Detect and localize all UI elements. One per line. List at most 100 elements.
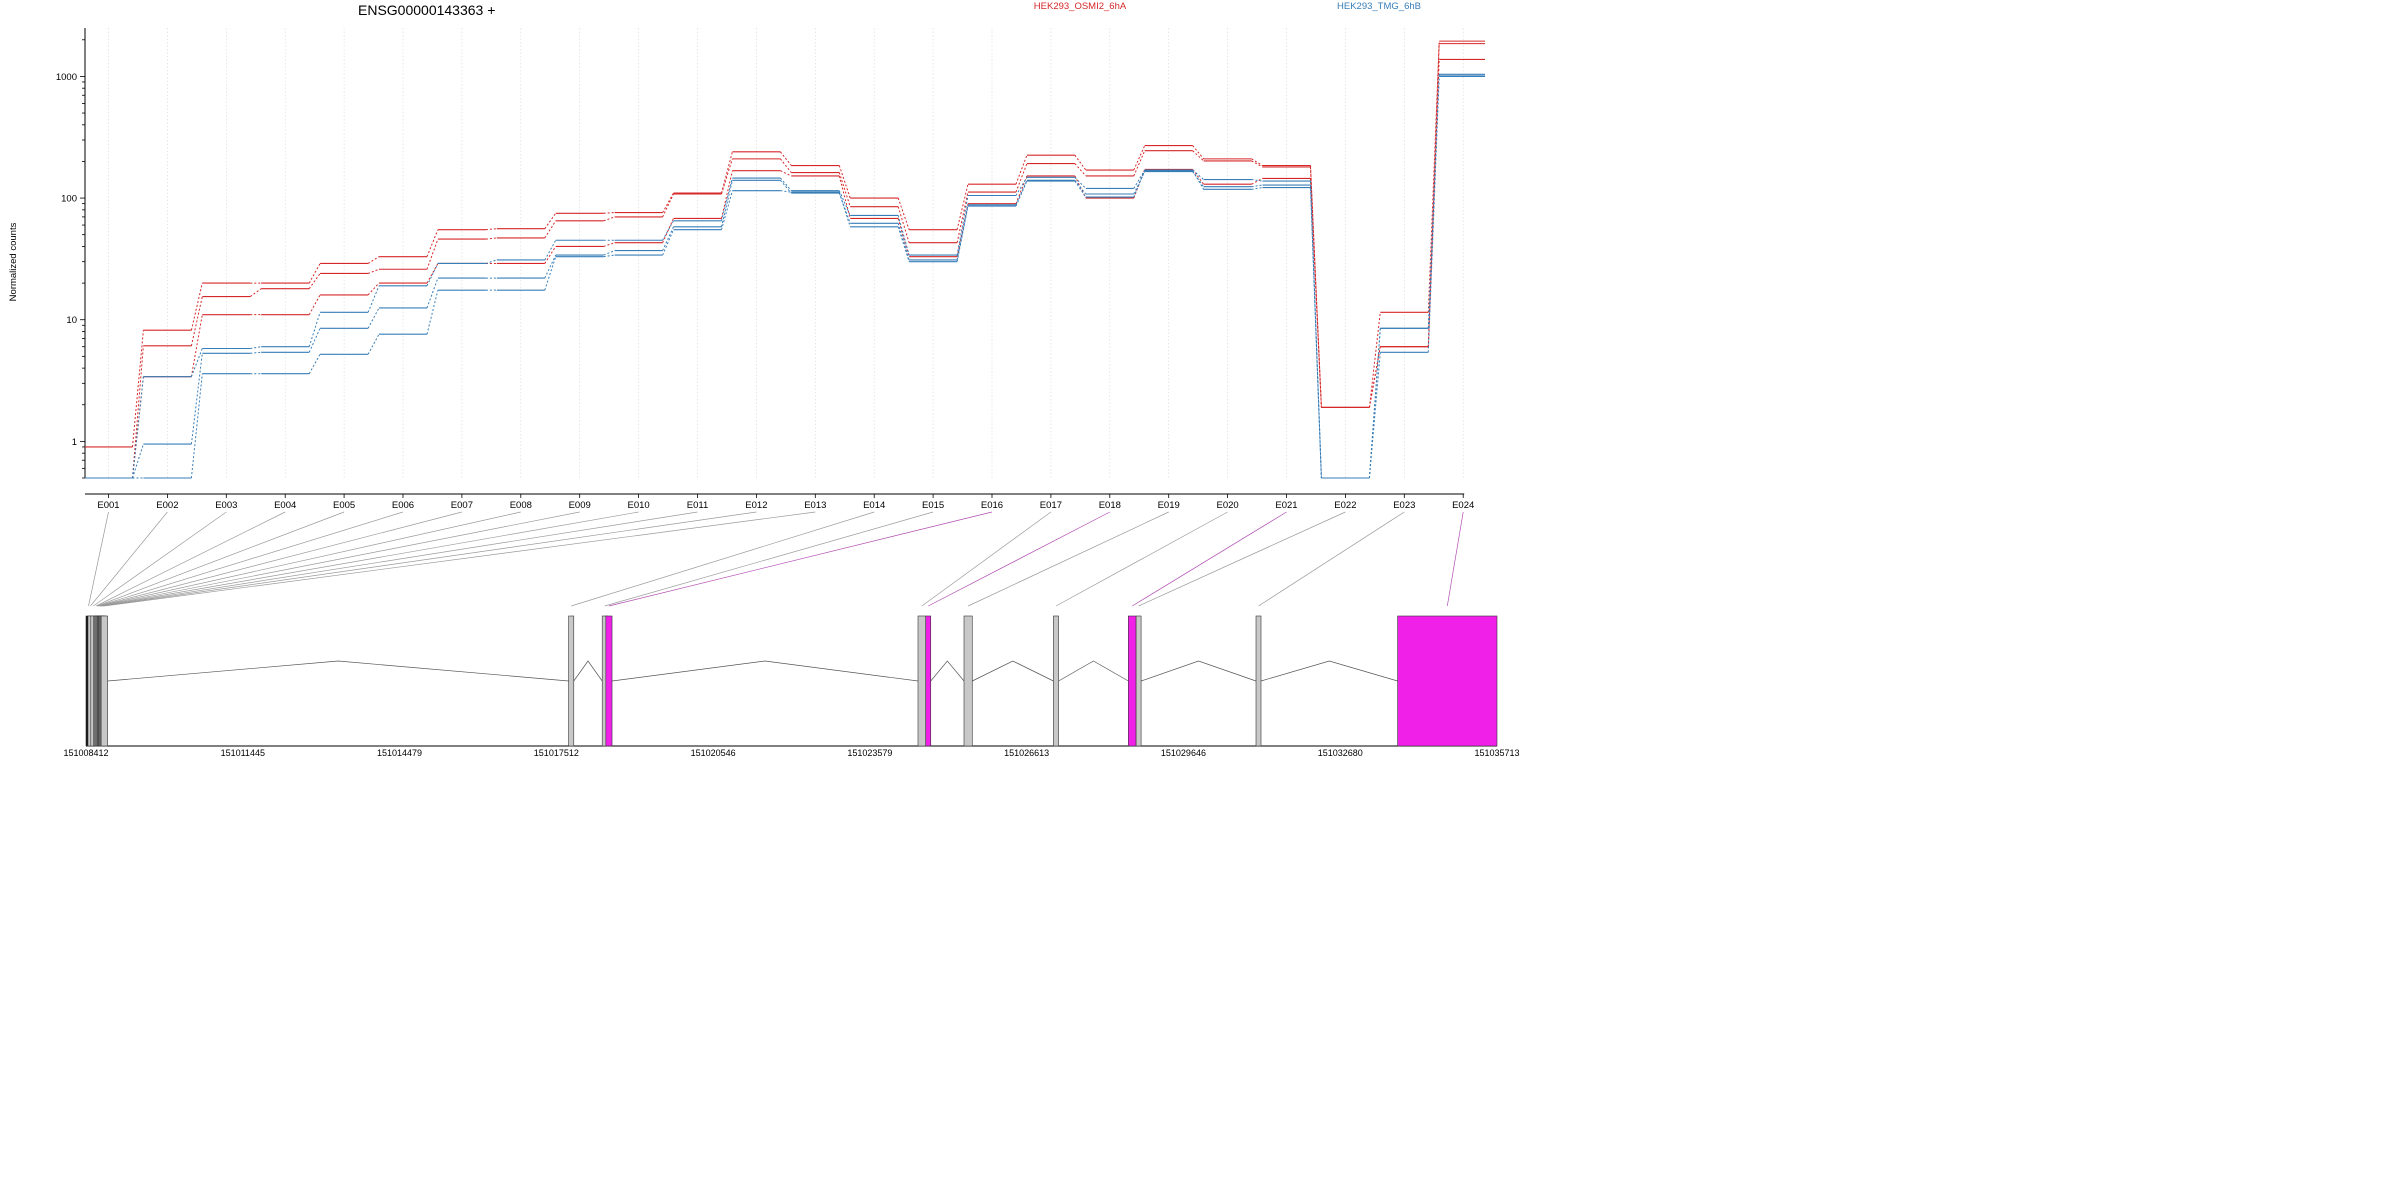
series-connector: [1074, 179, 1087, 195]
x-tick-label-e002: E002: [156, 500, 178, 511]
series-connector: [308, 354, 321, 374]
series-connector: [662, 218, 674, 243]
series-connector: [544, 254, 557, 279]
series-connector: [1310, 187, 1322, 479]
series-connector: [1015, 163, 1028, 193]
x-tick-label-e021: E021: [1275, 500, 1297, 511]
series-connector: [190, 348, 203, 377]
series-connector: [838, 165, 851, 199]
genomic-coordinate-label: 151029646: [1161, 748, 1206, 758]
y-tick-label: 1000: [56, 72, 77, 83]
series-connector: [1015, 177, 1028, 196]
legend-label-tmg: HEK293_TMG_6hB: [1337, 1, 1421, 12]
y-axis-label: Normalized counts: [8, 222, 19, 301]
series-connector: [1251, 179, 1263, 182]
exon-e020: [1053, 615, 1059, 747]
series-connector: [250, 346, 262, 349]
x-tick-label-e019: E019: [1158, 500, 1180, 511]
series-connector: [544, 256, 557, 291]
genomic-coordinate-label: 151032680: [1318, 748, 1363, 758]
chart-title: ENSG00000143363 +: [358, 2, 495, 18]
x-tick-label-e022: E022: [1334, 500, 1356, 511]
intron-line: [972, 660, 1054, 682]
connector-e010: [101, 511, 639, 607]
series-connector: [250, 288, 262, 297]
connector-e019: [967, 511, 1169, 607]
genomic-coordinate-label: 151023579: [847, 748, 892, 758]
series-connector: [190, 314, 203, 377]
series-connector: [1192, 169, 1204, 180]
series-connector: [367, 282, 380, 296]
series-2: [85, 43, 1485, 479]
series-connector: [1427, 41, 1440, 313]
series-connector: [1368, 328, 1381, 479]
series-connector: [544, 246, 557, 264]
connector-e017: [921, 511, 1052, 607]
series-connector: [308, 294, 321, 315]
intron-line: [1140, 660, 1257, 682]
series-connector: [897, 223, 910, 261]
series-connector: [1015, 155, 1028, 185]
exon-e021: [1128, 615, 1137, 747]
connector-e012: [102, 511, 757, 607]
y-tick-label: 100: [61, 194, 77, 205]
x-tick-label-e024: E024: [1452, 500, 1474, 511]
x-tick-label-e020: E020: [1217, 500, 1239, 511]
series-connector: [485, 228, 497, 231]
series-1: [85, 40, 1485, 448]
series-6: [85, 75, 1485, 479]
genomic-coordinate-label: 151020546: [691, 748, 736, 758]
x-tick-label-e005: E005: [333, 500, 355, 511]
connector-e013: [104, 511, 816, 607]
connector-e008: [99, 511, 521, 607]
series-connector: [897, 215, 910, 256]
series-connector: [190, 373, 203, 479]
connector-e023: [1258, 511, 1405, 607]
series-connector: [603, 250, 615, 256]
connector-e024: [1446, 511, 1464, 607]
x-tick-label-e001: E001: [97, 500, 119, 511]
connector-e016: [608, 511, 993, 607]
series-connector: [485, 237, 497, 240]
x-tick-label-e009: E009: [569, 500, 591, 511]
exon-e024: [1397, 615, 1498, 747]
series-3: [85, 58, 1485, 479]
connector-e021: [1132, 511, 1287, 607]
series-connector: [367, 307, 380, 329]
series-connector: [132, 345, 144, 479]
series-connector: [603, 254, 615, 258]
intron-line: [573, 660, 603, 682]
exon-e018: [925, 615, 932, 747]
series-connector: [780, 158, 792, 173]
series-connector: [780, 170, 792, 177]
series-connector: [956, 205, 969, 262]
x-tick-label-e018: E018: [1099, 500, 1121, 511]
series-connector: [544, 220, 557, 239]
exon-e016: [605, 615, 613, 747]
connector-e002: [90, 511, 168, 607]
intron-line: [107, 660, 569, 682]
series-connector: [721, 151, 733, 194]
series-connector: [956, 195, 969, 256]
x-tick-label-e010: E010: [628, 500, 650, 511]
series-connector: [603, 216, 615, 222]
series-connector: [132, 330, 144, 447]
intron-line: [1058, 660, 1129, 682]
axes: 1 10 100 1000 E001 E002 E003 E004 E005 E006 E007 E0…: [56, 28, 1474, 511]
series-connector: [1133, 145, 1146, 171]
connector-e005: [97, 511, 345, 607]
series-lines: [85, 40, 1485, 479]
series-connector: [662, 193, 674, 218]
series-connector: [1368, 346, 1381, 408]
series-connector: [308, 312, 321, 347]
series-connector: [426, 238, 439, 270]
exon-e014: [568, 615, 575, 747]
series-connector: [308, 273, 321, 289]
series-connector: [721, 158, 733, 195]
series-connector: [367, 256, 380, 264]
series-connector: [1368, 328, 1381, 479]
connector-e006: [98, 511, 404, 607]
genomic-coordinate-label: 151017512: [534, 748, 579, 758]
x-tick-label-e004: E004: [274, 500, 296, 511]
series-connector: [1074, 180, 1087, 198]
